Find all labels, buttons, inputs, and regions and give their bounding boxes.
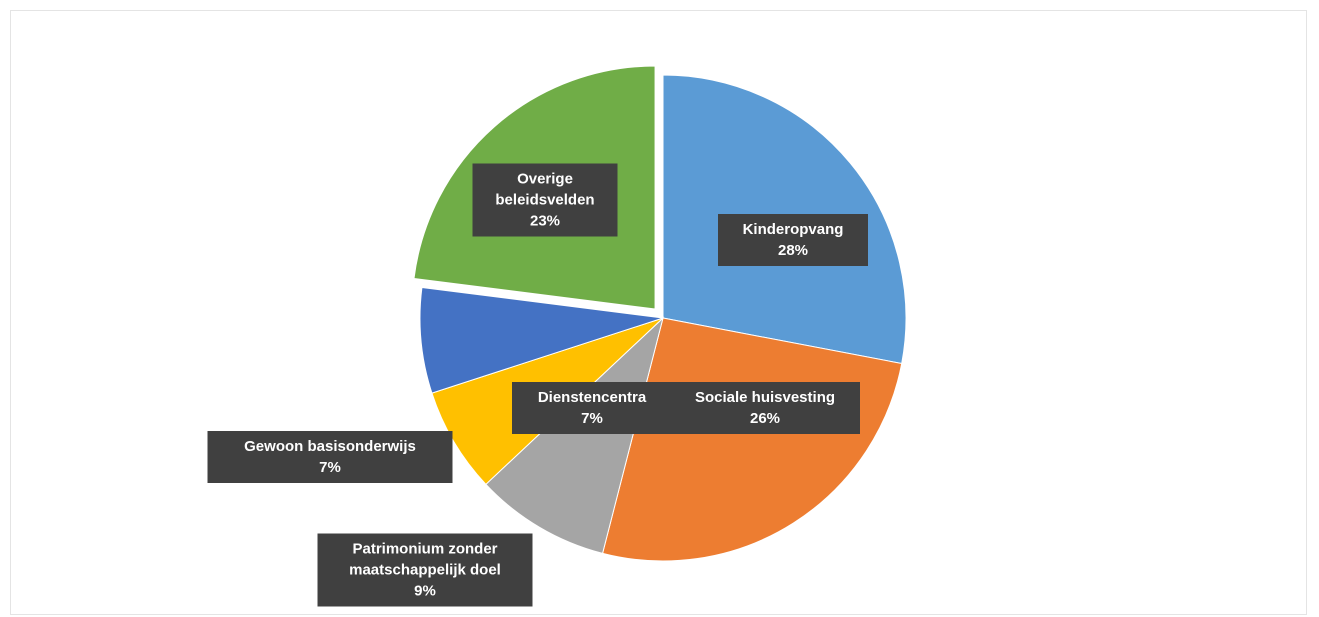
label-name: Kinderopvang (742, 221, 844, 238)
data-label: Overige beleidsvelden 23% (472, 163, 618, 237)
chart-frame (10, 10, 1307, 615)
data-label: Gewoon basisonderwijs 7% (207, 431, 453, 483)
label-value: 7% (581, 410, 603, 427)
label-value: 23% (529, 212, 561, 230)
data-label: Patrimonium zonder maatschappelijk doel 9… (317, 533, 533, 607)
label-name: Dienstencentra (537, 389, 647, 406)
data-label: Kinderopvang 28% (718, 214, 868, 266)
label-name: Patrimonium zonder maatschappelijk doel (349, 540, 501, 579)
pie-slice (419, 286, 664, 394)
label-value: 7% (319, 459, 341, 476)
data-label: Sociale huisvesting 26% (670, 382, 860, 434)
label-name: Overige beleidsvelden (495, 170, 595, 209)
data-label: Dienstencentra 7% (512, 382, 672, 434)
label-value: 26% (749, 410, 781, 427)
pie-slice (485, 316, 664, 554)
label-value: 9% (414, 582, 436, 600)
pie-slice (601, 317, 903, 562)
label-value: 28% (777, 242, 809, 259)
label-name: Gewoon basisonderwijs (244, 438, 416, 455)
label-name: Sociale huisvesting (694, 389, 836, 406)
